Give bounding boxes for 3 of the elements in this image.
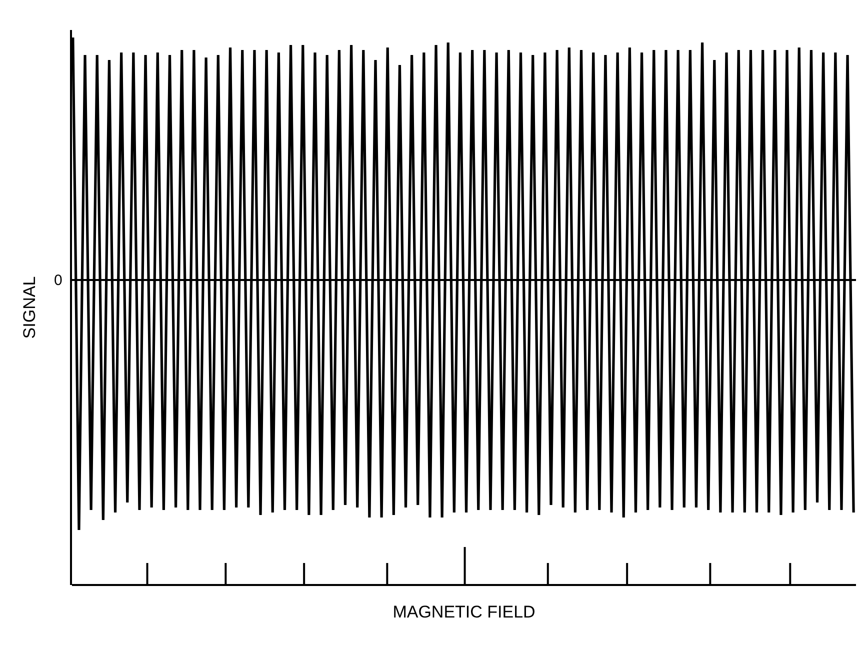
y-axis-title: SIGNAL [20,276,40,339]
ref-line-label: 0 [54,272,62,289]
x-axis-title: MAGNETIC FIELD [392,602,536,622]
